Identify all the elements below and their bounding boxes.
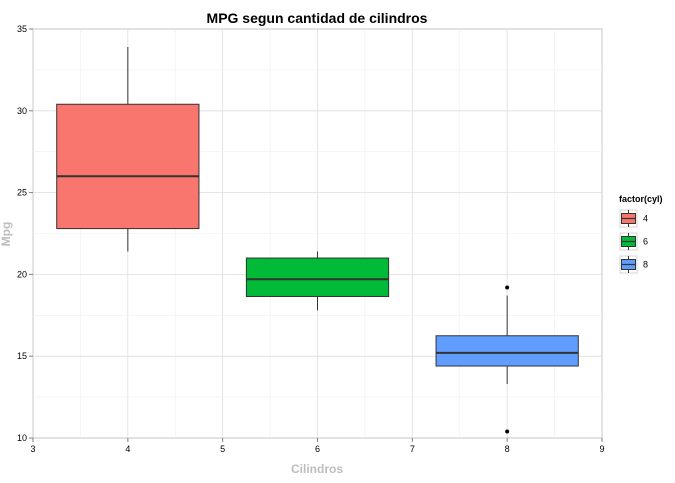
x-tick-label: 5 [220,444,225,454]
outlier-point [505,429,510,434]
box-group [245,251,390,311]
box-group [435,285,579,434]
x-tick-label: 7 [410,444,415,454]
box [56,103,200,230]
y-tick-label: 30 [17,106,27,116]
x-tick-label: 3 [30,444,35,454]
x-tick-label: 6 [315,444,320,454]
box-group [56,46,200,252]
legend-entry: 8 [619,255,648,274]
x-tick-label: 4 [125,444,130,454]
y-axis-title: Mpg [0,222,13,247]
y-tick-label: 10 [17,433,27,443]
y-tick-label: 20 [17,269,27,279]
x-axis-title: Cilindros [291,462,343,476]
legend-entry: 6 [619,232,648,251]
box [245,257,390,297]
legend-label: 6 [643,237,648,247]
box [435,335,579,367]
chart-title: MPG segun cantidad de cilindros [207,10,428,26]
legend-label: 4 [643,214,648,224]
axes: 3 4 5 6 7 8 9 10 15 20 25 30 35 [17,24,605,454]
x-tick-label: 8 [505,444,510,454]
legend-label: 8 [643,260,648,270]
y-tick-label: 25 [17,188,27,198]
box-series [56,46,579,434]
x-tick-label: 9 [599,444,604,454]
legend-entry: 4 [619,209,648,228]
y-tick-label: 15 [17,351,27,361]
legend-title: factor(cyl) [619,194,663,204]
legend: factor(cyl) 4 6 8 [619,194,663,274]
y-tick-label: 35 [17,24,27,34]
outlier-point [505,285,510,290]
